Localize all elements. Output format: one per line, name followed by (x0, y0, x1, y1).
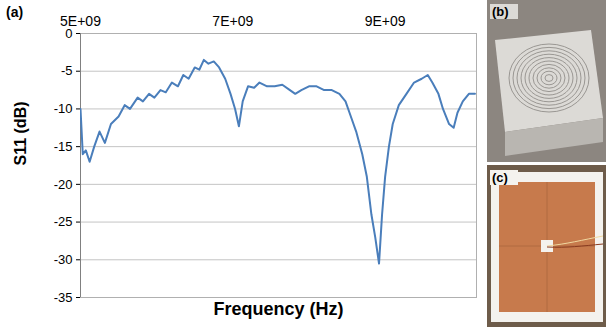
svg-text:-35: -35 (54, 290, 73, 305)
svg-text:(b): (b) (492, 4, 509, 19)
svg-text:5E+09: 5E+09 (60, 12, 101, 29)
svg-text:Frequency (Hz): Frequency (Hz) (213, 299, 343, 319)
svg-text:0: 0 (65, 26, 72, 41)
svg-text:-10: -10 (54, 101, 73, 116)
html-text:(a): (a) (6, 4, 24, 20)
svg-text:-20: -20 (54, 177, 73, 192)
svg-text:9E+09: 9E+09 (365, 13, 406, 29)
svg-text:-30: -30 (54, 252, 73, 267)
svg-text:-5: -5 (61, 63, 73, 78)
svg-text:-15: -15 (54, 139, 73, 154)
svg-text:(c): (c) (492, 170, 508, 185)
svg-text:S11 (dB): S11 (dB) (12, 101, 29, 165)
svg-text:7E+09: 7E+09 (212, 13, 253, 29)
svg-text:-25: -25 (54, 214, 73, 229)
